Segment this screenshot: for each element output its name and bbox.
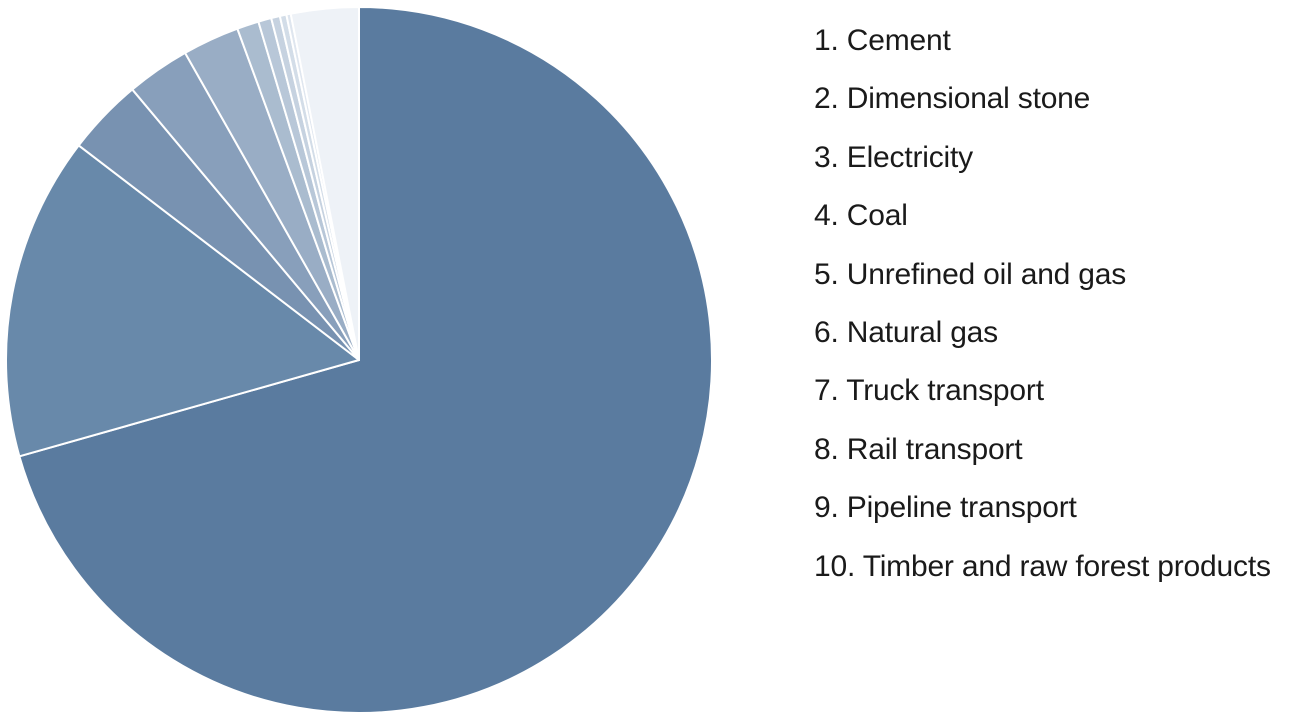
- pie-chart: [5, 6, 713, 714]
- legend-item-electricity: 3. Electricity: [814, 140, 973, 174]
- pie-chart-svg: [5, 6, 713, 714]
- legend-item-dimensional-stone: 2. Dimensional stone: [814, 82, 1091, 116]
- legend-item-unrefined-oil-and-gas: 5. Unrefined oil and gas: [814, 257, 1127, 291]
- legend-item-timber-and-raw-forest-products: 10. Timber and raw forest products: [814, 549, 1271, 583]
- pie-slice-cement: [18, 6, 713, 714]
- legend-item-cement: 1. Cement: [814, 24, 951, 57]
- legend-item-coal: 4. Coal: [814, 199, 908, 233]
- legend-item-natural-gas: 6. Natural gas: [814, 315, 998, 349]
- chart-legend: 1. Cement 2. Dimensional stone 3. Electr…: [814, 20, 1271, 604]
- pie-slice-other: [289, 6, 360, 361]
- legend-item-truck-transport: 7. Truck transport: [814, 374, 1044, 408]
- legend-item-rail-transport: 8. Rail transport: [814, 432, 1023, 466]
- legend-item-pipeline-transport: 9. Pipeline transport: [814, 491, 1077, 525]
- pie-slice-dimensional-stone: [5, 144, 360, 458]
